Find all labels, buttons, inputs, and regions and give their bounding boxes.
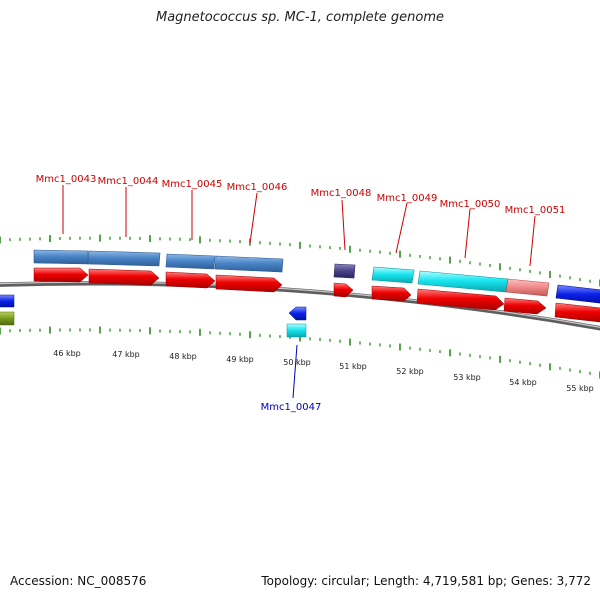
reverse-cog-ring	[0, 311, 307, 338]
kbp-label-54: 54 kbp	[509, 378, 537, 387]
gene-label-mmc1-0049[interactable]: Mmc1_0049	[377, 193, 438, 204]
forward-gene-0050[interactable]	[416, 288, 505, 311]
genome-summary-text: Topology: circular; Length: 4,719,581 bp…	[261, 574, 591, 588]
cog-feature-0044[interactable]	[87, 250, 161, 267]
reverse-strand-genes	[0, 294, 307, 321]
reverse-gene-0047[interactable]	[288, 306, 307, 321]
reverse-cog-left[interactable]	[0, 311, 15, 326]
cog-feature-0052[interactable]	[555, 284, 600, 304]
forward-gene-0045[interactable]	[165, 271, 216, 289]
gene-label-mmc1-0048[interactable]: Mmc1_0048	[311, 188, 372, 199]
cog-feature-0046[interactable]	[214, 255, 284, 273]
gene-label-mmc1-0046[interactable]: Mmc1_0046	[227, 182, 288, 193]
kbp-scale-labels: 46 kbp 47 kbp 48 kbp 49 kbp 50 kbp 51 kb…	[53, 349, 594, 393]
cog-feature-0045[interactable]	[165, 253, 216, 270]
forward-strand-genes	[33, 267, 600, 323]
gene-label-leaders	[62, 185, 536, 399]
forward-gene-0043[interactable]	[33, 267, 89, 283]
gene-label-mmc1-0044[interactable]: Mmc1_0044	[98, 176, 159, 187]
tick-marks-bottom	[0, 326, 600, 379]
forward-gene-0049[interactable]	[371, 285, 412, 302]
kbp-label-51: 51 kbp	[339, 362, 367, 371]
accession-text: Accession: NC_008576	[10, 574, 147, 588]
gene-label-mmc1-0050[interactable]: Mmc1_0050	[440, 199, 501, 210]
tick-marks-top	[0, 234, 600, 287]
cog-feature-0050[interactable]	[417, 270, 509, 293]
reverse-cog-0047[interactable]	[286, 323, 307, 338]
gene-label-mmc1-0047[interactable]: Mmc1_0047	[261, 402, 322, 413]
forward-gene-0048[interactable]	[333, 282, 354, 298]
forward-gene-0044[interactable]	[88, 268, 160, 286]
kbp-label-55: 55 kbp	[566, 384, 594, 393]
kbp-label-48: 48 kbp	[169, 352, 197, 361]
forward-gene-0052[interactable]	[554, 302, 600, 323]
kbp-label-52: 52 kbp	[396, 367, 424, 376]
gene-label-mmc1-0051[interactable]: Mmc1_0051	[505, 205, 566, 216]
forward-gene-0046[interactable]	[215, 274, 283, 293]
cog-feature-0051[interactable]	[505, 278, 550, 297]
gene-labels: Mmc1_0043 Mmc1_0044 Mmc1_0045 Mmc1_0046 …	[36, 174, 566, 413]
genome-backbone	[0, 280, 600, 331]
kbp-label-47: 47 kbp	[112, 350, 140, 359]
kbp-label-46: 46 kbp	[53, 349, 81, 358]
reverse-gene-left[interactable]	[0, 294, 15, 308]
gene-label-mmc1-0043[interactable]: Mmc1_0043	[36, 174, 97, 185]
kbp-label-50: 50 kbp	[283, 358, 311, 367]
kbp-label-53: 53 kbp	[453, 373, 481, 382]
cog-feature-ring	[33, 249, 600, 304]
map-title: Magnetococcus sp. MC-1, complete genome	[155, 10, 445, 25]
cog-feature-0049[interactable]	[371, 266, 415, 284]
kbp-label-49: 49 kbp	[226, 355, 254, 364]
cog-feature-0048[interactable]	[333, 263, 356, 279]
cog-feature-0043[interactable]	[33, 249, 89, 265]
gene-label-mmc1-0045[interactable]: Mmc1_0045	[162, 179, 223, 190]
forward-gene-0051[interactable]	[503, 297, 547, 315]
